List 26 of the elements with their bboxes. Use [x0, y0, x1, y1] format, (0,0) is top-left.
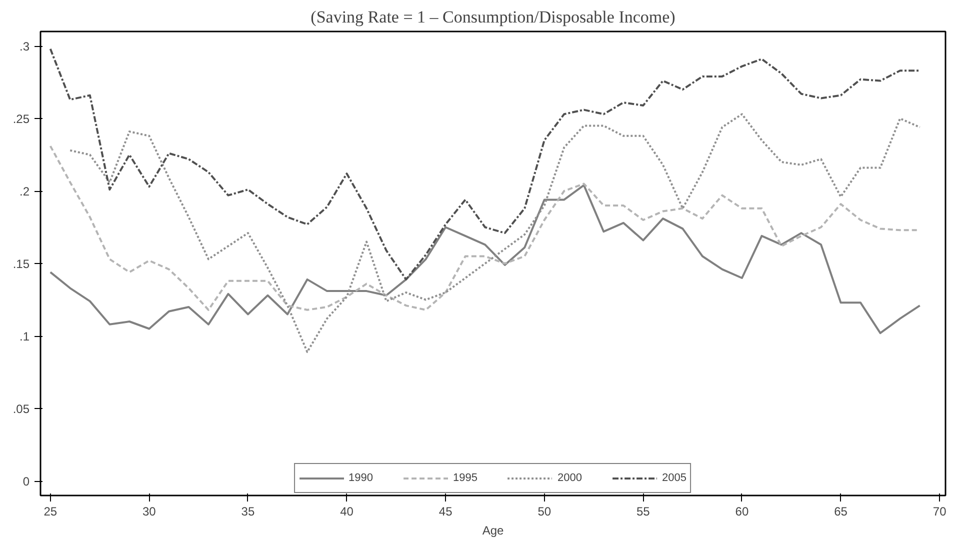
legend-label: 1990: [348, 472, 374, 484]
y-tick-label: .2: [19, 184, 30, 198]
x-tick-label: 50: [538, 504, 552, 518]
legend-label: 2000: [558, 472, 582, 484]
x-tick-label: 30: [142, 504, 156, 518]
x-tick-label: 65: [834, 504, 848, 518]
legend-label: 1995: [453, 472, 478, 484]
x-tick-label: 70: [932, 504, 947, 518]
line-series: [69, 113, 921, 353]
x-tick-label: 25: [44, 504, 58, 518]
x-tick-label: 35: [241, 504, 255, 518]
legend-label: 2005: [662, 472, 686, 484]
x-tick-label: 45: [438, 504, 453, 518]
y-tick-label: .15: [12, 257, 30, 271]
y-tick-label: .05: [12, 402, 30, 416]
x-tick-label: 40: [340, 504, 354, 518]
x-axis-title: Age: [482, 524, 504, 538]
line-series: [49, 48, 921, 280]
x-tick-label: 55: [636, 504, 650, 518]
x-tick-label: 60: [735, 504, 749, 518]
chart-title: (Saving Rate = 1 – Consumption/Disposable Income): [310, 8, 676, 26]
y-tick-label: .1: [19, 330, 30, 344]
line-series: [49, 184, 921, 334]
y-tick-label: .3: [19, 40, 30, 54]
y-tick-label: .25: [12, 112, 30, 126]
y-tick-label: 0: [22, 474, 30, 488]
